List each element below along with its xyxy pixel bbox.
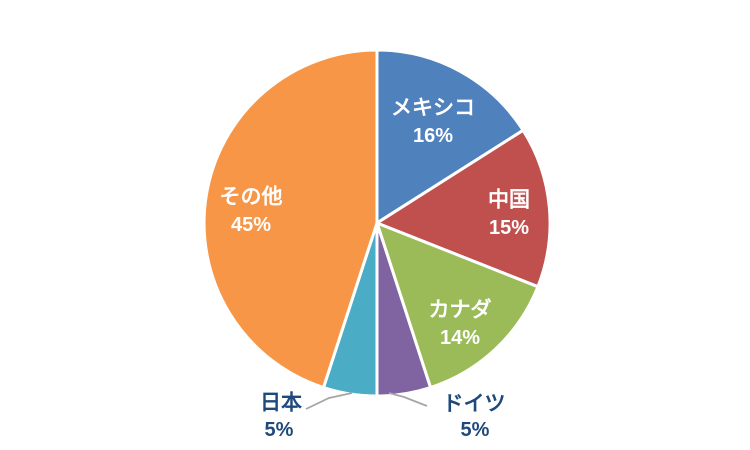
label-germany: ドイツ 5%	[443, 393, 506, 442]
label-japan-name: 日本	[260, 392, 302, 415]
pie-slice-mexico	[375, 48, 525, 225]
label-others: その他 45%	[220, 186, 283, 237]
leader-line-japan	[305, 392, 353, 410]
label-others-percent: 45%	[231, 214, 271, 236]
label-china: 中国 15%	[488, 189, 530, 240]
label-others-name: その他	[220, 186, 283, 209]
label-germany-percent: 5%	[461, 419, 490, 441]
label-mexico-percent: 16%	[413, 125, 453, 147]
label-japan: 日本 5%	[260, 392, 302, 442]
label-mexico-name: メキシコ	[391, 97, 475, 120]
label-mexico: メキシコ 16%	[391, 97, 475, 148]
label-canada-percent: 14%	[440, 327, 480, 349]
label-germany-name: ドイツ	[443, 393, 506, 416]
label-china-percent: 15%	[489, 217, 529, 239]
label-canada: カナダ 14%	[429, 298, 492, 350]
label-japan-percent: 5%	[265, 419, 294, 441]
label-canada-name: カナダ	[429, 298, 492, 322]
pie-slice-others	[202, 48, 379, 389]
leader-line-germany	[388, 392, 428, 407]
pie-slice-china	[375, 128, 552, 289]
label-china-name: 中国	[488, 189, 530, 212]
